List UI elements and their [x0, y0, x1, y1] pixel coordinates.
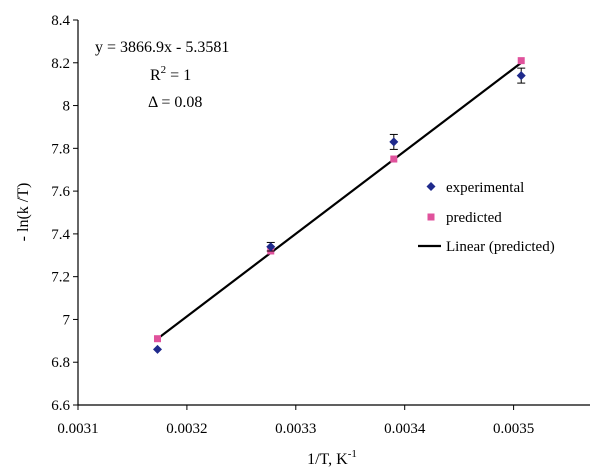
x-tick-label: 0.0031	[57, 421, 98, 437]
y-tick-label: 7.2	[51, 270, 70, 286]
equation-annotation: y = 3866.9x - 5.3581	[95, 39, 229, 56]
predicted-point	[390, 155, 398, 163]
annotation-box: y = 3866.9x - 5.3581 R2 = 1 Δ = 0.08	[95, 39, 229, 111]
x-axis-title: 1/T, K-1	[307, 448, 357, 468]
fit-line	[156, 61, 522, 340]
legend: experimental predicted Linear (predicted…	[418, 180, 555, 255]
x-tick-label: 0.0032	[166, 421, 207, 437]
x-tick-label: 0.0034	[384, 421, 426, 437]
marker-layer	[152, 57, 526, 354]
y-tick-label: 7	[63, 312, 71, 328]
r-squared-suffix: = 1	[166, 67, 191, 84]
legend-label-experimental: experimental	[446, 180, 524, 196]
experimental-point	[389, 137, 399, 147]
x-axis-title-main: 1/T, K	[307, 451, 348, 468]
y-tick-label: 7.4	[51, 227, 70, 243]
r-squared-annotation: R2 = 1	[150, 64, 191, 84]
legend-label-predicted: predicted	[446, 210, 502, 226]
x-tick-label: 0.0035	[493, 421, 534, 437]
legend-marker-experimental	[426, 182, 436, 191]
experimental-point	[516, 71, 526, 81]
experimental-point	[152, 344, 162, 354]
y-ticks: 6.6 6.8 7 7.2 7.4 7.6 7.8 8 8.2 8.4	[51, 13, 78, 414]
y-axis-title: - ln(k /T)	[15, 183, 32, 242]
predicted-point	[517, 57, 525, 65]
legend-label-linear: Linear (predicted)	[446, 239, 555, 255]
y-tick-label: 8.4	[51, 13, 70, 29]
r-squared-superscript: 2	[161, 64, 167, 76]
plot-frame	[77, 20, 590, 406]
x-axis-title-superscript: -1	[348, 448, 357, 460]
fit-line-layer	[156, 61, 522, 340]
x-tick-label: 0.0033	[275, 421, 316, 437]
y-tick-label: 6.6	[51, 398, 70, 414]
legend-marker-predicted	[427, 213, 435, 221]
y-tick-label: 7.8	[51, 141, 70, 157]
predicted-point	[153, 335, 161, 343]
r-squared-prefix: R	[150, 67, 161, 84]
experimental-point	[266, 242, 276, 252]
y-tick-label: 8	[63, 99, 71, 115]
delta-annotation: Δ = 0.08	[148, 94, 202, 111]
y-tick-label: 7.6	[51, 184, 70, 200]
y-tick-label: 6.8	[51, 355, 70, 371]
y-tick-label: 8.2	[51, 56, 70, 72]
